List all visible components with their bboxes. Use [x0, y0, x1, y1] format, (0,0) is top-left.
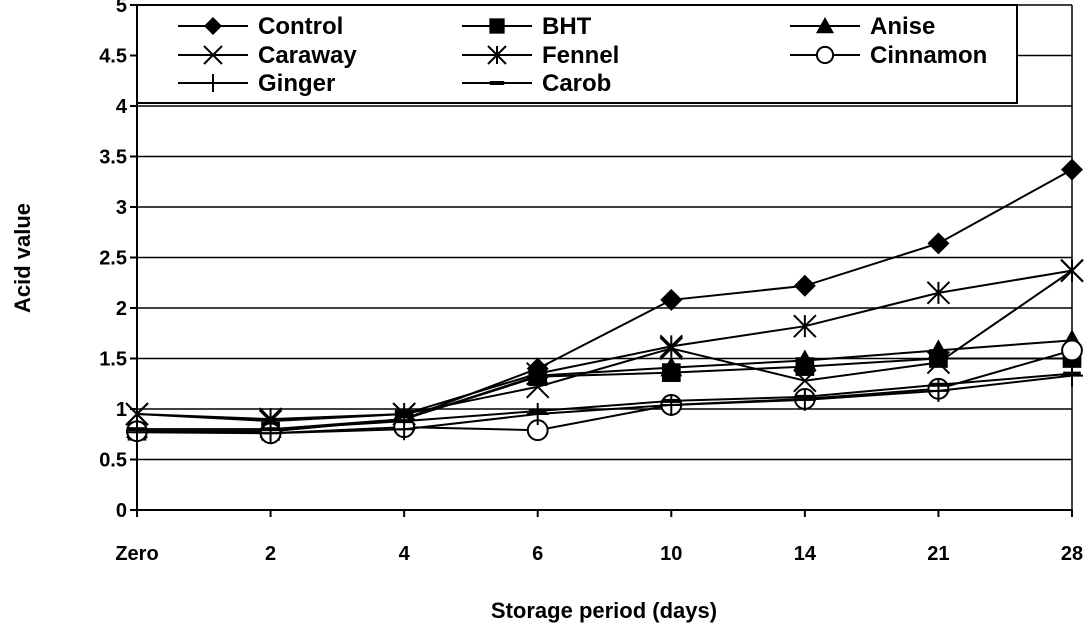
x-tick-label: 10 [660, 543, 682, 565]
data-point-carob [128, 427, 146, 432]
legend-label: Control [258, 13, 343, 40]
legend-marker-control [204, 17, 222, 35]
legend-item-bht: BHT [462, 13, 592, 40]
series-fennel [125, 258, 1084, 431]
series-line-carob [137, 372, 1073, 431]
data-point-carob [929, 382, 948, 387]
legend-marker-fennel [487, 45, 507, 65]
legend-item-fennel: Fennel [462, 42, 619, 69]
legend-item-cinnamon: Cinnamon [790, 42, 987, 69]
x-tick-label: 28 [1061, 543, 1083, 565]
legend: Control BHT Anise Caraway Fennel Cinnamon Ging… [136, 4, 1018, 104]
x-tick-label: 14 [794, 543, 817, 565]
y-tick-label: 1 [116, 399, 127, 421]
data-point-fennel [1060, 258, 1084, 283]
data-point-caraway [526, 375, 550, 399]
legend-item-caraway: Caraway [178, 42, 357, 69]
series-line-bht [137, 357, 1072, 433]
legend-label: Carob [542, 70, 611, 97]
x-tick-label: Zero [115, 543, 158, 565]
data-point-carob [1063, 371, 1081, 376]
data-point-fennel [926, 281, 951, 305]
legend-marker-caraway [203, 45, 223, 65]
x-tick-label: 4 [399, 543, 411, 565]
data-point-control [1061, 158, 1083, 181]
legend-marker-anise [816, 17, 834, 34]
legend-marker-cinnamon [815, 45, 835, 65]
series-line-ginger [136, 374, 1073, 435]
y-tick-label: 3 [116, 197, 127, 219]
x-axis-title: Storage period (days) [491, 598, 717, 623]
y-tick-label: 1.5 [99, 349, 127, 371]
y-tick-label: 0 [116, 500, 127, 522]
y-tick-label: 3.5 [99, 147, 127, 169]
legend-item-anise: Anise [790, 13, 935, 40]
legend-marker-ginger [204, 74, 222, 92]
series-line-fennel [136, 269, 1073, 421]
data-point-ginger [259, 422, 282, 445]
data-point-cinnamon [1061, 339, 1083, 362]
y-tick-label: 2.5 [99, 248, 127, 270]
y-tick-label: 4.5 [99, 46, 127, 68]
data-point-ginger [526, 403, 549, 426]
data-point-control [660, 288, 683, 311]
legend-label: Ginger [258, 70, 335, 97]
legend-label: Caraway [258, 42, 357, 69]
x-tick-label: 21 [927, 543, 949, 565]
legend-label: BHT [542, 13, 592, 40]
series-ginger [126, 364, 1083, 445]
legend-box [136, 4, 1018, 104]
legend-item-ginger: Ginger [178, 70, 335, 97]
series-control [126, 158, 1083, 443]
data-point-carob [796, 394, 814, 399]
data-point-ginger [1061, 364, 1083, 387]
data-point-carob [528, 409, 547, 414]
data-point-control [793, 274, 816, 297]
x-tick-label: 6 [532, 543, 543, 565]
data-point-caraway [926, 350, 951, 375]
data-point-ginger [660, 393, 683, 416]
y-tick-label: 2 [116, 298, 127, 320]
y-tick-label: 5 [116, 0, 127, 17]
series-line-caraway [136, 269, 1073, 423]
y-tick-label: 4 [116, 96, 128, 118]
x-tick-label: 2 [265, 543, 276, 565]
data-point-ginger [793, 388, 816, 411]
legend-marker-bht [489, 18, 505, 34]
legend-marker-carob [489, 81, 505, 85]
legend-item-control: Control [178, 13, 343, 40]
legend-item-carob: Carob [462, 70, 611, 97]
data-point-caraway [793, 369, 817, 393]
y-axis-title: Acid value [10, 203, 35, 313]
data-point-control [927, 232, 950, 255]
legend-label: Fennel [542, 42, 619, 69]
data-point-anise [660, 356, 683, 377]
data-point-anise [793, 349, 816, 370]
data-point-ginger [126, 421, 148, 444]
data-point-fennel [659, 334, 683, 359]
data-point-carob [261, 427, 280, 432]
series-carob [128, 371, 1081, 432]
data-point-anise [927, 339, 950, 360]
data-point-fennel [526, 361, 550, 386]
legend-label: Cinnamon [870, 42, 987, 69]
y-tick-label: 0.5 [99, 450, 127, 472]
series-lines [125, 158, 1084, 445]
legend-label: Anise [870, 13, 935, 40]
data-point-carob [395, 419, 413, 424]
data-point-carob [662, 398, 681, 403]
data-point-fennel [793, 314, 817, 338]
